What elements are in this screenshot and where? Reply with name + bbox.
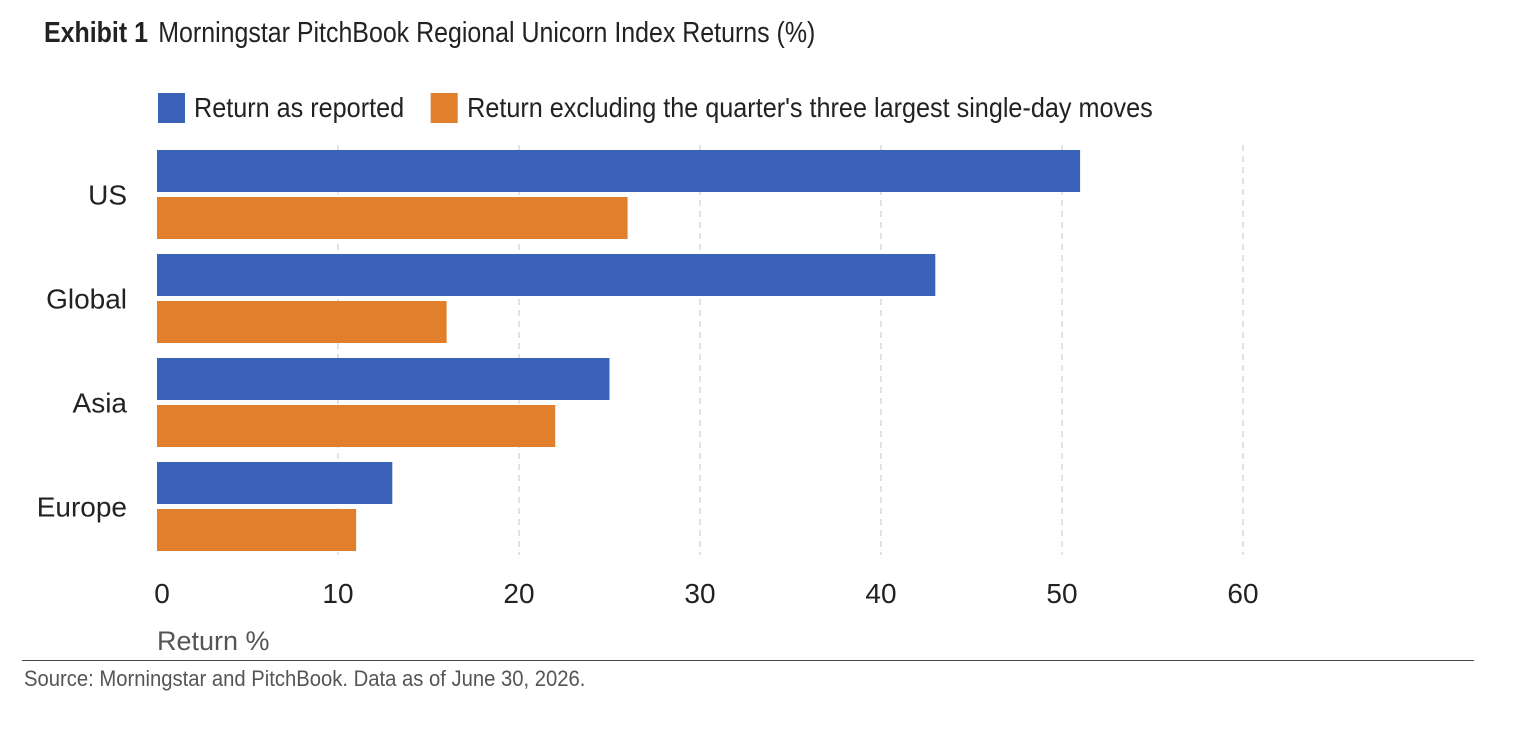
x-tick-label-20: 20 [503, 578, 534, 609]
legend-item-reported: Return as reported [158, 92, 404, 124]
bar-us-reported [157, 150, 1081, 192]
category-label-global: Global [46, 284, 127, 315]
bar-chart: US Global Asia Europe 0 10 20 30 40 50 60 Return % [37, 145, 1259, 656]
x-tick-label-30: 30 [684, 578, 715, 609]
x-tick-label-50: 50 [1046, 578, 1077, 609]
bar-asia-excluding [157, 405, 556, 447]
bar-global-reported [157, 254, 936, 296]
bar-us-excluding [157, 197, 628, 239]
x-tick-label-0: 0 [154, 578, 170, 609]
x-tick-label-60: 60 [1227, 578, 1258, 609]
legend-label-excluding: Return excluding the quarter's three lar… [467, 92, 1153, 123]
bar-global-excluding [157, 301, 447, 343]
bar-europe-reported [157, 462, 393, 504]
x-tick-label-40: 40 [865, 578, 896, 609]
bar-asia-reported [157, 358, 610, 400]
legend-item-excluding: Return excluding the quarter's three lar… [431, 92, 1153, 124]
chart-legend: Return as reported Return excluding the … [158, 88, 1180, 128]
legend-swatch-reported [158, 93, 185, 123]
category-label-europe: Europe [37, 492, 127, 523]
footer-divider [22, 660, 1474, 661]
legend-label-reported: Return as reported [194, 92, 405, 123]
chart-title: Exhibit 1 Morningstar PitchBook Regional … [44, 14, 815, 52]
exhibit-label: Exhibit 1 [44, 17, 148, 49]
category-label-us: US [88, 180, 127, 211]
source-note: Source: Morningstar and PitchBook. Data … [24, 666, 586, 691]
x-axis-title: Return % [157, 626, 270, 656]
exhibit-title: Morningstar PitchBook Regional Unicorn I… [158, 17, 816, 49]
x-tick-label-10: 10 [322, 578, 353, 609]
category-label-asia: Asia [73, 388, 128, 419]
legend-swatch-excluding [431, 93, 459, 123]
bar-europe-excluding [157, 509, 357, 551]
